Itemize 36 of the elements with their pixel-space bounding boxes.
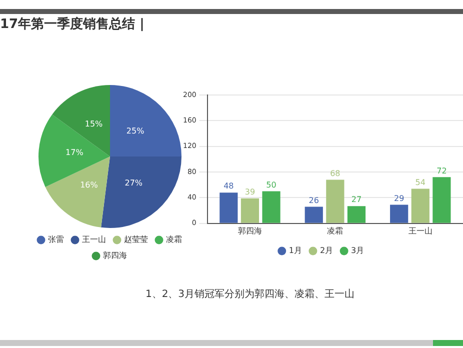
data-label: 27% <box>124 178 143 188</box>
data-label: 15% <box>84 120 104 129</box>
legend-label: 张雷 <box>48 235 64 244</box>
data-label: 29 <box>394 194 404 203</box>
bar <box>432 177 451 223</box>
data-label: 17% <box>66 148 84 158</box>
bar <box>240 198 260 223</box>
chart-title: 17年第一季度销售总结 | <box>0 16 144 33</box>
data-label: 25% <box>126 126 145 136</box>
legend-label: 2月 <box>320 246 334 256</box>
legend-label: 郭四海 <box>103 251 127 260</box>
bar <box>347 206 366 223</box>
data-label: 27 <box>351 195 362 204</box>
x-tick-label: 凌霜 <box>327 226 344 236</box>
legend-label: 赵莹莹 <box>124 235 148 244</box>
legend-label: 凌霜 <box>166 235 182 244</box>
data-label: 48 <box>224 182 234 191</box>
x-tick-label: 王一山 <box>408 226 432 236</box>
data-label: 72 <box>436 166 447 176</box>
data-label: 50 <box>266 180 276 190</box>
x-tick-label: 郭四海 <box>238 226 262 236</box>
data-label: 26 <box>308 196 319 205</box>
legend-label: 王一山 <box>82 235 106 244</box>
legend-label: 1月 <box>288 246 302 256</box>
bar <box>326 180 344 223</box>
bar <box>390 204 408 223</box>
bar <box>304 206 323 223</box>
bar <box>411 188 430 223</box>
text: 1、2、3月销冠军分别为郭四海、凌霜、王一山 <box>144 288 356 301</box>
legend-label: 3月 <box>351 246 364 256</box>
data-label: 68 <box>330 168 340 178</box>
data-label: 54 <box>415 178 426 187</box>
bar <box>262 191 280 223</box>
data-label: 16% <box>80 180 98 190</box>
bar <box>220 192 238 223</box>
data-label: 39 <box>244 187 256 196</box>
